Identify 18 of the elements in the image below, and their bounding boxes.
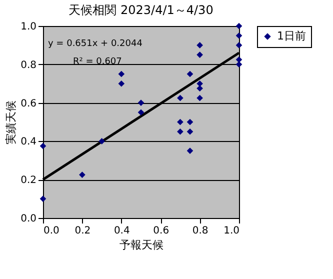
annotation: y = 0.651x + 0.2044 bbox=[48, 39, 143, 49]
x-tick-label: 0.2 bbox=[74, 226, 91, 236]
x-tick-label: 1.0 bbox=[224, 226, 240, 236]
y-tick-label: 0.6 bbox=[20, 98, 36, 110]
x-tick-label: 0.8 bbox=[192, 226, 208, 236]
x-tick-label: 0.6 bbox=[153, 226, 170, 236]
y-tick-label: 0.2 bbox=[20, 175, 36, 186]
y-axis-title: 実績天候 bbox=[4, 100, 18, 144]
y-tick-label: 1.0 bbox=[20, 22, 36, 32]
y-tick-label: 0.0 bbox=[20, 214, 36, 224]
y-tick-label: 0.4 bbox=[20, 136, 36, 148]
legend-label: 1日前 bbox=[277, 30, 306, 42]
annotation: R² = 0.607 bbox=[73, 57, 122, 67]
x-tick-label: 0.4 bbox=[114, 226, 130, 236]
x-tick-label: 0.0 bbox=[44, 226, 60, 236]
x-axis-title: 予報天候 bbox=[120, 238, 164, 252]
chart-title: 天候相関 2023/4/1～4/30 bbox=[68, 3, 214, 17]
y-tick-label: 0.8 bbox=[20, 60, 36, 71]
